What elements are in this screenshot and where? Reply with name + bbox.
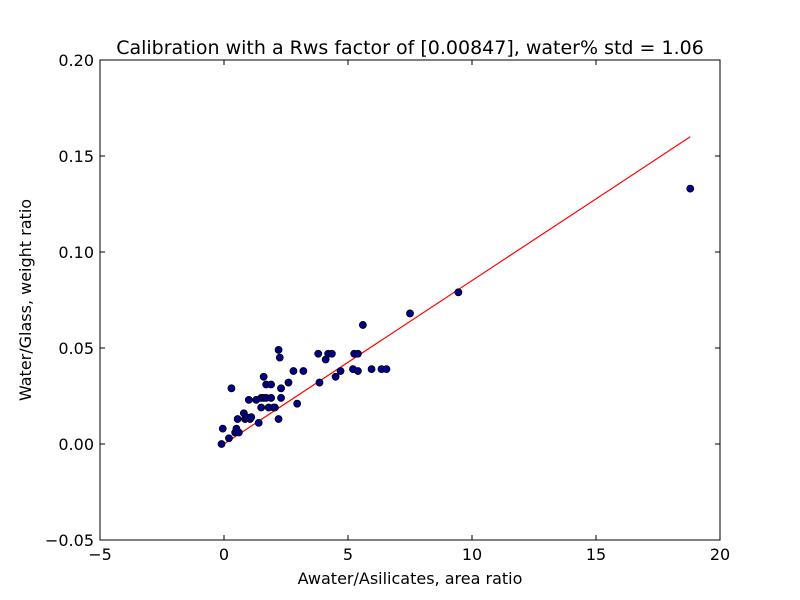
plot-area	[99, 59, 721, 541]
scatter-point	[218, 424, 227, 433]
scatter-point	[454, 288, 463, 297]
scatter-point	[277, 384, 285, 393]
y-axis-label: Water/Glass, weight ratio	[16, 199, 35, 401]
scatter-point	[354, 367, 362, 375]
scatter-point	[254, 418, 263, 427]
x-tick-label: 0	[219, 545, 229, 564]
scatter-point	[244, 395, 253, 404]
y-tick-label: 0.20	[58, 51, 94, 70]
scatter-point	[247, 413, 256, 422]
y-tick-label: 0.05	[58, 339, 94, 358]
plot-frame	[99, 59, 721, 541]
scatter-point	[259, 372, 268, 381]
series-layer	[217, 136, 695, 448]
scatter-point	[382, 365, 391, 374]
scatter-point	[315, 378, 324, 387]
scatter-point	[284, 378, 293, 387]
x-tick-label: 15	[586, 545, 606, 564]
x-tick-label: 5	[343, 545, 353, 564]
scatter-point	[406, 309, 414, 318]
scatter-point	[367, 365, 376, 374]
scatter-point	[299, 367, 308, 375]
x-tick-label: 10	[462, 545, 482, 564]
scatter-point	[327, 349, 336, 358]
scatter-point	[257, 403, 266, 412]
scatter-point	[225, 434, 233, 443]
scatter-point	[267, 394, 276, 402]
scatter-point	[270, 403, 279, 412]
scatter-point	[314, 349, 323, 358]
y-tick-label: 0.00	[58, 435, 94, 454]
x-tick-label: −5	[88, 545, 112, 564]
scatter-point	[233, 415, 242, 423]
y-tick-label: 0.15	[58, 147, 94, 166]
x-axis-label: Awater/Asilicates, area ratio	[298, 569, 523, 588]
y-tick-label: 0.10	[58, 243, 94, 262]
scatter-point	[289, 367, 298, 375]
scatter-point	[293, 399, 302, 408]
scatter-point	[274, 415, 283, 423]
scatter-point	[274, 346, 283, 354]
scatter-point	[358, 321, 367, 329]
scatter-point	[227, 384, 236, 393]
chart-title: Calibration with a Rws factor of [0.0084…	[116, 37, 704, 59]
scatter-point	[275, 353, 284, 362]
scatter-point	[234, 428, 243, 437]
scatter-point	[336, 367, 345, 375]
scatter-point	[331, 372, 340, 381]
scatter-point	[277, 394, 285, 402]
scatter-point	[267, 380, 276, 389]
x-axis: −5 0 5 10 15 20	[88, 60, 730, 564]
scatter-point	[686, 184, 695, 193]
x-tick-label: 20	[710, 545, 730, 564]
scatter-point	[354, 349, 362, 358]
scatter-point	[217, 440, 226, 448]
y-tick-label: −0.05	[45, 531, 94, 550]
y-axis: −0.05 0.00 0.05 0.10 0.15 0.20	[45, 51, 720, 550]
